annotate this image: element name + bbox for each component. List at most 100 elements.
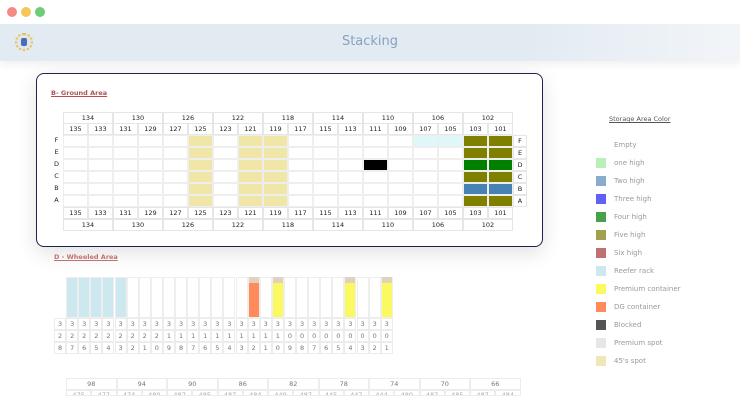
wheeled-slot[interactable] — [296, 277, 309, 318]
slot-cell[interactable] — [238, 183, 263, 195]
slot-cell[interactable] — [88, 147, 113, 159]
wheeled-slot[interactable] — [138, 277, 151, 318]
slot-cell[interactable] — [313, 195, 338, 207]
slot-cell[interactable] — [63, 159, 88, 171]
slot-cell[interactable] — [463, 135, 488, 147]
wheeled-slot[interactable] — [235, 277, 248, 318]
slot-cell[interactable] — [288, 147, 313, 159]
slot-cell[interactable] — [388, 195, 413, 207]
slot-cell[interactable] — [438, 171, 463, 183]
wheeled-slot[interactable] — [320, 277, 333, 318]
wheeled-slot[interactable] — [332, 277, 345, 318]
wheeled-slot[interactable] — [368, 277, 381, 318]
slot-cell[interactable] — [63, 135, 88, 147]
slot-cell[interactable] — [263, 183, 288, 195]
slot-cell[interactable] — [163, 183, 188, 195]
slot-cell[interactable] — [138, 195, 163, 207]
slot-cell[interactable] — [363, 135, 388, 147]
slot-cell[interactable] — [388, 183, 413, 195]
slot-cell[interactable] — [288, 135, 313, 147]
slot-cell[interactable] — [338, 171, 363, 183]
slot-cell[interactable] — [363, 195, 388, 207]
slot-cell[interactable] — [438, 195, 463, 207]
wheeled-slot[interactable] — [199, 277, 212, 318]
wheeled-slot[interactable] — [126, 277, 139, 318]
close-window-button[interactable] — [7, 7, 17, 17]
slot-cell[interactable] — [313, 147, 338, 159]
slot-cell[interactable] — [313, 159, 338, 171]
slot-cell[interactable] — [288, 195, 313, 207]
slot-cell[interactable] — [338, 195, 363, 207]
slot-cell[interactable] — [238, 171, 263, 183]
slot-cell[interactable] — [288, 171, 313, 183]
slot-cell[interactable] — [363, 147, 388, 159]
slot-cell[interactable] — [363, 183, 388, 195]
slot-cell[interactable] — [388, 159, 413, 171]
slot-cell[interactable] — [313, 183, 338, 195]
slot-cell[interactable] — [213, 147, 238, 159]
slot-cell[interactable] — [88, 135, 113, 147]
slot-cell[interactable] — [138, 171, 163, 183]
slot-cell[interactable] — [463, 159, 488, 171]
slot-cell[interactable] — [313, 135, 338, 147]
slot-cell[interactable] — [413, 195, 438, 207]
slot-cell[interactable] — [363, 159, 388, 171]
wheeled-slot[interactable] — [308, 277, 321, 318]
wheeled-slot[interactable] — [114, 277, 127, 318]
slot-cell[interactable] — [488, 159, 513, 171]
slot-cell[interactable] — [113, 183, 138, 195]
slot-cell[interactable] — [263, 159, 288, 171]
wheeled-slot[interactable] — [90, 277, 103, 318]
slot-cell[interactable] — [138, 159, 163, 171]
slot-cell[interactable] — [113, 135, 138, 147]
slot-cell[interactable] — [463, 147, 488, 159]
slot-cell[interactable] — [188, 195, 213, 207]
slot-cell[interactable] — [288, 183, 313, 195]
slot-cell[interactable] — [188, 171, 213, 183]
slot-cell[interactable] — [263, 171, 288, 183]
wheeled-slot[interactable] — [162, 277, 175, 318]
slot-cell[interactable] — [463, 195, 488, 207]
slot-cell[interactable] — [338, 135, 363, 147]
slot-cell[interactable] — [263, 195, 288, 207]
slot-cell[interactable] — [338, 159, 363, 171]
slot-cell[interactable] — [88, 183, 113, 195]
wheeled-slot[interactable] — [259, 277, 272, 318]
slot-cell[interactable] — [63, 147, 88, 159]
slot-cell[interactable] — [163, 195, 188, 207]
slot-cell[interactable] — [213, 183, 238, 195]
slot-cell[interactable] — [413, 159, 438, 171]
slot-cell[interactable] — [438, 159, 463, 171]
wheeled-slot[interactable] — [78, 277, 91, 318]
slot-cell[interactable] — [413, 183, 438, 195]
slot-cell[interactable] — [238, 147, 263, 159]
slot-cell[interactable] — [113, 171, 138, 183]
slot-cell[interactable] — [388, 147, 413, 159]
slot-cell[interactable] — [63, 195, 88, 207]
slot-cell[interactable] — [113, 195, 138, 207]
slot-cell[interactable] — [138, 135, 163, 147]
slot-cell[interactable] — [188, 147, 213, 159]
slot-cell[interactable] — [338, 183, 363, 195]
slot-cell[interactable] — [238, 159, 263, 171]
slot-cell[interactable] — [63, 171, 88, 183]
slot-cell[interactable] — [363, 171, 388, 183]
slot-cell[interactable] — [463, 171, 488, 183]
slot-cell[interactable] — [113, 147, 138, 159]
slot-cell[interactable] — [488, 183, 513, 195]
slot-cell[interactable] — [138, 147, 163, 159]
slot-cell[interactable] — [288, 159, 313, 171]
wheeled-slot[interactable] — [356, 277, 369, 318]
wheeled-slot[interactable] — [223, 277, 236, 318]
maximize-window-button[interactable] — [35, 7, 45, 17]
slot-cell[interactable] — [388, 135, 413, 147]
wheeled-slot[interactable] — [102, 277, 115, 318]
slot-cell[interactable] — [188, 135, 213, 147]
slot-cell[interactable] — [238, 195, 263, 207]
slot-cell[interactable] — [213, 171, 238, 183]
slot-cell[interactable] — [213, 135, 238, 147]
slot-cell[interactable] — [413, 135, 438, 147]
slot-cell[interactable] — [163, 171, 188, 183]
app-logo-icon[interactable] — [15, 33, 33, 51]
wheeled-slot[interactable] — [150, 277, 163, 318]
